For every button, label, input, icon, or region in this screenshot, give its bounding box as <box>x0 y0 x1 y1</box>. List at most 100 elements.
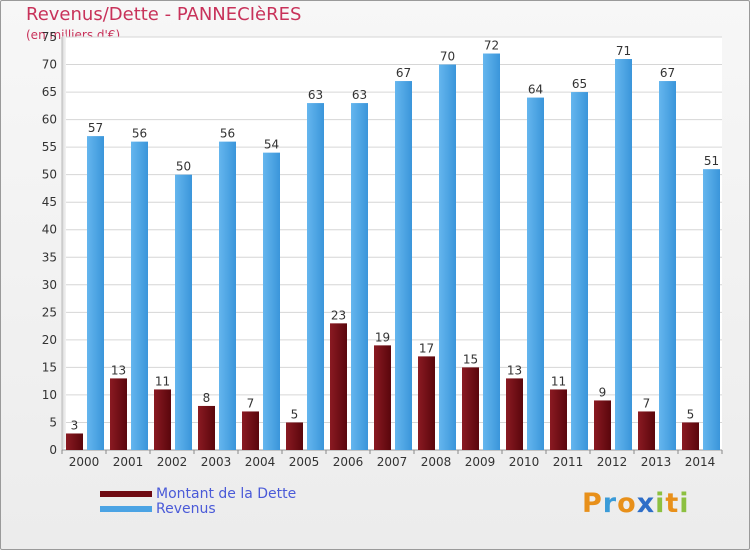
bar-dette <box>110 378 127 450</box>
y-tick-label: 40 <box>42 223 57 237</box>
data-label-dette: 13 <box>111 363 126 377</box>
x-tick-label: 2001 <box>113 455 144 469</box>
data-label-revenus: 54 <box>264 138 279 152</box>
data-label-dette: 15 <box>463 352 478 366</box>
bar-dette <box>154 389 171 450</box>
data-label-dette: 19 <box>375 330 390 344</box>
bar-dette <box>374 345 391 450</box>
logo-letter: r <box>602 488 618 519</box>
logo-letter: i <box>679 488 690 519</box>
plot-area <box>62 37 722 450</box>
legend-swatch-revenus <box>100 505 152 512</box>
chart-title: Revenus/Dette - PANNECIèRES <box>26 4 302 25</box>
logo-letter: P <box>582 488 603 519</box>
bar-dette <box>66 433 83 450</box>
data-label-revenus: 51 <box>704 154 719 168</box>
bar-revenus <box>527 97 544 450</box>
bar-revenus <box>307 103 324 450</box>
legend-label-dette: Montant de la Dette <box>156 485 297 502</box>
legend: Montant de la Dette Revenus <box>100 485 297 517</box>
bar-dette <box>506 378 523 450</box>
y-tick-label: 45 <box>42 195 57 209</box>
bar-revenus <box>175 174 192 450</box>
legend-label-revenus: Revenus <box>156 500 216 517</box>
bar-revenus <box>351 103 368 450</box>
y-tick-label: 30 <box>42 278 57 292</box>
x-tick-label: 2003 <box>201 455 232 469</box>
bar-dette <box>418 356 435 450</box>
bar-revenus <box>703 169 720 450</box>
y-tick-label: 25 <box>42 305 57 319</box>
x-tick-label: 2004 <box>245 455 276 469</box>
bar-revenus <box>131 141 148 451</box>
bar-revenus <box>615 59 632 450</box>
x-tick-label: 2007 <box>377 455 408 469</box>
logo-letter: t <box>665 488 680 519</box>
y-tick-label: 70 <box>42 58 57 72</box>
bar-dette <box>286 422 303 450</box>
legend-item-revenus[interactable]: Revenus <box>100 500 296 517</box>
logo-letter: i <box>655 488 666 519</box>
logo-letter: o <box>617 488 637 519</box>
x-tick-label: 2005 <box>289 455 320 469</box>
bar-dette <box>638 411 655 450</box>
data-label-dette: 8 <box>203 391 211 405</box>
x-tick-label: 2000 <box>69 455 100 469</box>
bar-dette <box>330 323 347 450</box>
y-tick-label: 5 <box>49 415 57 429</box>
data-label-dette: 7 <box>643 396 651 410</box>
x-tick-label: 2014 <box>685 455 716 469</box>
data-label-dette: 11 <box>155 374 170 388</box>
bar-revenus <box>659 81 676 450</box>
bar-revenus <box>439 64 456 451</box>
logo-letter: x <box>636 488 656 519</box>
bar-revenus <box>87 136 104 450</box>
data-label-revenus: 67 <box>660 66 675 80</box>
data-label-dette: 5 <box>687 407 695 421</box>
data-label-dette: 11 <box>551 374 566 388</box>
data-label-dette: 5 <box>291 407 299 421</box>
x-tick-label: 2010 <box>509 455 540 469</box>
bar-revenus <box>219 141 236 451</box>
data-label-revenus: 56 <box>132 127 147 141</box>
data-label-dette: 9 <box>599 385 607 399</box>
x-tick-label: 2009 <box>465 455 496 469</box>
x-tick-label: 2011 <box>553 455 584 469</box>
data-label-dette: 3 <box>71 418 79 432</box>
data-label-revenus: 67 <box>396 66 411 80</box>
data-label-dette: 7 <box>247 396 255 410</box>
legend-item-dette[interactable]: Montant de la Dette <box>100 485 297 502</box>
x-tick-label: 2006 <box>333 455 364 469</box>
bar-revenus <box>263 152 280 450</box>
y-tick-label: 75 <box>42 30 57 44</box>
data-label-revenus: 56 <box>220 127 235 141</box>
y-tick-label: 55 <box>42 140 57 154</box>
axis-wall <box>62 34 66 450</box>
bar-dette <box>682 422 699 450</box>
y-tick-label: 35 <box>42 250 57 264</box>
y-tick-label: 0 <box>49 443 57 457</box>
proxiti-logo: Proxiti <box>582 488 690 519</box>
y-tick-label: 60 <box>42 113 57 127</box>
y-tick-label: 20 <box>42 333 57 347</box>
x-tick-label: 2012 <box>597 455 628 469</box>
data-label-revenus: 50 <box>176 160 191 174</box>
bar-dette <box>198 405 215 450</box>
data-label-revenus: 72 <box>484 39 499 53</box>
bar-revenus <box>571 92 588 451</box>
data-label-revenus: 63 <box>308 88 323 102</box>
y-tick-label: 65 <box>42 85 57 99</box>
bar-dette <box>594 400 611 450</box>
y-tick-label: 10 <box>42 388 57 402</box>
bar-revenus <box>395 81 412 450</box>
bar-dette <box>550 389 567 450</box>
x-tick-label: 2013 <box>641 455 672 469</box>
data-label-revenus: 71 <box>616 44 631 58</box>
data-label-revenus: 63 <box>352 88 367 102</box>
y-tick-label: 50 <box>42 168 57 182</box>
bar-dette <box>462 367 479 450</box>
legend-swatch-dette <box>100 490 152 497</box>
bar-revenus <box>483 53 500 451</box>
data-label-dette: 23 <box>331 308 346 322</box>
